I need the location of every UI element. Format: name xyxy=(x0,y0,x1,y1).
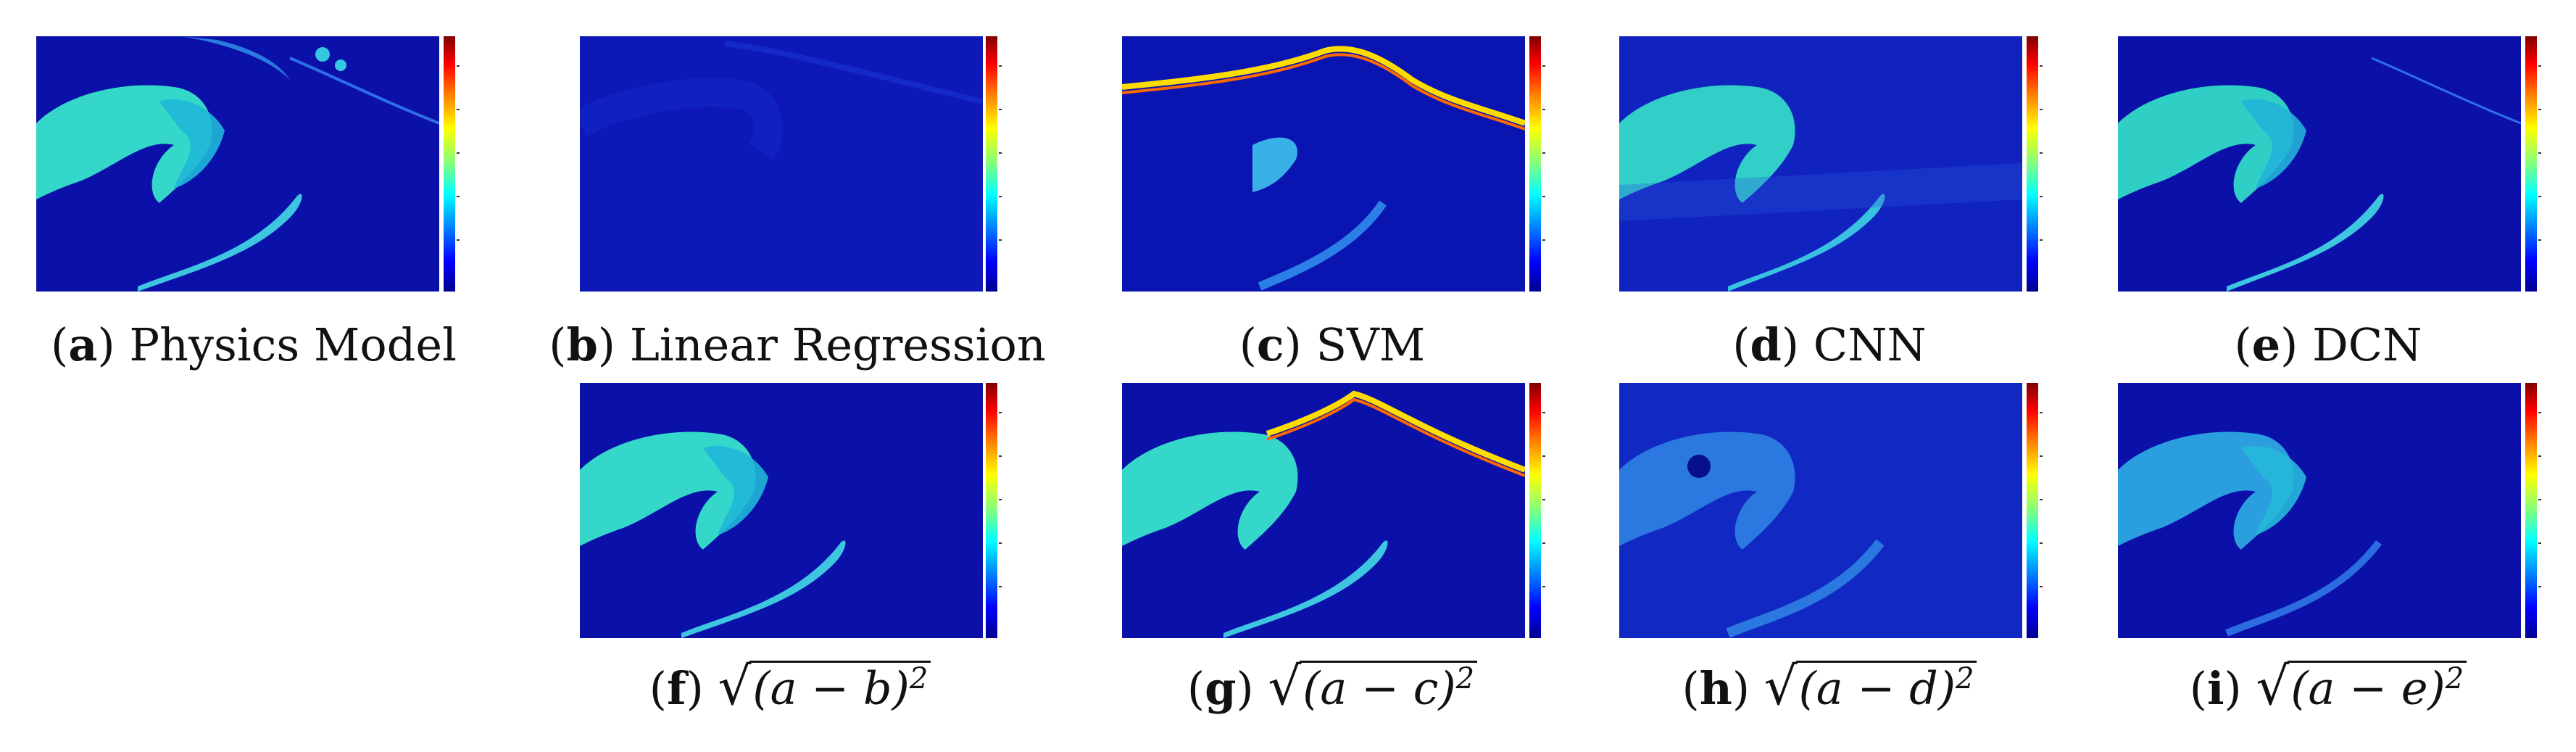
heatmap-image-g xyxy=(1122,383,1525,638)
colorbar-e xyxy=(2525,36,2541,292)
caption-i: (i) √(a − e)2 xyxy=(2118,660,2538,712)
heatmap-image-b xyxy=(580,36,983,292)
heatmap-image-i xyxy=(2118,383,2521,638)
caption-h: (h) √(a − d)2 xyxy=(1619,660,2040,712)
caption-d: (d) CNN xyxy=(1732,318,1927,371)
colorbar-f xyxy=(986,383,1002,638)
caption-c: (c) SVM xyxy=(1239,318,1426,371)
heatmap-image-f xyxy=(580,383,983,638)
colorbar-i xyxy=(2525,383,2541,638)
heatmap-image-h xyxy=(1619,383,2022,638)
caption-b: (b) Linear Regression xyxy=(549,318,1046,371)
sqrt-symbol: √ xyxy=(718,656,752,716)
caption-g: (g) √(a − c)2 xyxy=(1122,660,1542,712)
sqrt-symbol: √ xyxy=(1763,656,1798,716)
colorbar-a xyxy=(444,36,460,292)
heatmap-image-e xyxy=(2118,36,2521,292)
colorbar-g xyxy=(1529,383,1545,638)
colorbar-d xyxy=(2027,36,2043,292)
heatmap-image-c xyxy=(1122,36,1525,292)
sqrt-symbol: √ xyxy=(2256,656,2290,716)
caption-e: (e) DCN xyxy=(2234,318,2422,371)
colorbar-h xyxy=(2027,383,2043,638)
sqrt-symbol: √ xyxy=(1268,656,1302,716)
heatmap-image-a xyxy=(36,36,439,292)
colorbar-b xyxy=(986,36,1002,292)
caption-a: (a) Physics Model xyxy=(51,318,457,371)
heatmap-image-d xyxy=(1619,36,2022,292)
colorbar-c xyxy=(1529,36,1545,292)
caption-f: (f) √(a − b)2 xyxy=(580,660,1000,712)
